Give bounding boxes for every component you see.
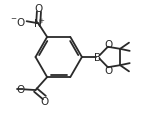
Text: O: O xyxy=(35,4,43,14)
Text: $\mathregular{^{-}}$O: $\mathregular{^{-}}$O xyxy=(10,16,26,27)
Text: N: N xyxy=(34,19,42,29)
Text: B: B xyxy=(94,53,101,62)
Text: +: + xyxy=(39,18,45,24)
Text: O: O xyxy=(16,84,24,94)
Text: O: O xyxy=(41,96,49,106)
Text: O: O xyxy=(104,39,112,49)
Text: O: O xyxy=(104,66,112,76)
